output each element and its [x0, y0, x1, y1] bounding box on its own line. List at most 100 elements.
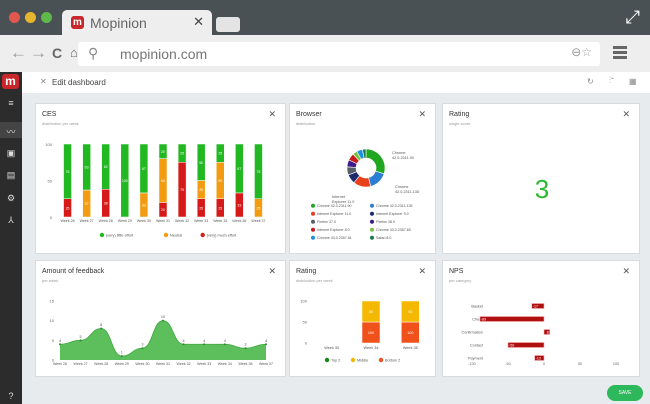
- data-label: 100: [122, 179, 128, 183]
- widget-title: Browser: [296, 111, 322, 118]
- data-label: 60: [161, 179, 165, 183]
- data-label: -50: [509, 343, 514, 347]
- widget-subtitle: per week: [42, 278, 59, 283]
- x-tick-label: Week 36: [403, 346, 418, 350]
- x-tick-label: Week 27: [80, 219, 94, 223]
- sidebar-item-charts[interactable]: 〰: [0, 122, 22, 138]
- close-widget-icon[interactable]: ✕: [418, 109, 426, 119]
- help-icon[interactable]: ?: [8, 391, 14, 401]
- minimize-window-button[interactable]: [25, 12, 36, 23]
- widget-subtitle: single score: [449, 121, 471, 126]
- legend-marker: [99, 232, 105, 238]
- sidebar-item-forms[interactable]: ▤: [6, 170, 16, 180]
- legend-marker: [311, 227, 315, 232]
- bar-segment: [216, 143, 225, 163]
- legend-marker: [378, 357, 384, 363]
- x-tick-label: Week 34: [218, 362, 232, 366]
- data-point: [120, 355, 123, 358]
- bar: [534, 355, 545, 361]
- reload-icon[interactable]: C: [52, 45, 63, 61]
- data-label: 4: [183, 339, 185, 343]
- close-window-button[interactable]: [9, 12, 20, 23]
- category-label: Contact: [470, 344, 484, 348]
- bar-segment: [196, 143, 206, 181]
- x-tick-label: Week 29: [115, 362, 129, 366]
- layout-icon[interactable]: ▦: [629, 77, 637, 86]
- close-widget-icon[interactable]: ✕: [418, 266, 426, 276]
- browser-toolbar: ← → C ⌂ ⚲ mopinion.com ⊖☆: [0, 35, 650, 72]
- bar: [507, 342, 545, 348]
- y-tick-label: 0: [50, 215, 53, 220]
- edit-dashboard-label: Edit dashboard: [52, 78, 106, 87]
- sidebar-item-settings[interactable]: ⚙: [6, 193, 16, 203]
- category-label: Basket: [471, 305, 484, 309]
- data-label: 5: [80, 335, 82, 339]
- close-tab-icon[interactable]: ✕: [193, 14, 204, 29]
- widget-title: Amount of feedback: [42, 268, 105, 275]
- widget-rating-dist: Rating distribution per week ✕ 0 50 100 Wee…: [289, 260, 436, 377]
- save-button[interactable]: SAVE: [607, 385, 643, 401]
- new-tab-button[interactable]: [216, 17, 240, 32]
- close-widget-icon[interactable]: ✕: [268, 109, 276, 119]
- data-label: 50: [218, 179, 222, 183]
- legend-marker: [370, 235, 374, 240]
- widget-feedback: Amount of feedback per week ✕ 0 5 10 15 4 Wee…: [35, 260, 286, 377]
- data-label: 50: [408, 310, 412, 314]
- address-bar[interactable]: ⚲ mopinion.com ⊖☆: [78, 42, 600, 66]
- home-icon[interactable]: ⌂: [70, 45, 78, 60]
- browser-menu-icon[interactable]: [613, 46, 627, 61]
- bar: [543, 329, 551, 335]
- sidebar-item-reports[interactable]: ▣: [6, 148, 16, 158]
- menu-icon[interactable]: ≡: [8, 98, 14, 108]
- data-label: 4: [224, 339, 226, 343]
- x-tick-label: Week 31: [156, 219, 170, 223]
- data-point: [100, 327, 103, 330]
- zoom-star-icons[interactable]: ⊖☆: [571, 45, 592, 59]
- x-tick-label: Week 29: [118, 219, 132, 223]
- close-widget-icon[interactable]: ✕: [622, 266, 630, 276]
- maximize-window-button[interactable]: [41, 12, 52, 23]
- bar-segment: [158, 143, 168, 159]
- close-widget-icon[interactable]: ✕: [268, 266, 276, 276]
- bar-segment: [139, 143, 149, 194]
- browser-tab-bar: m Mopinion ✕ ⤢: [0, 0, 650, 35]
- y-tick-label: 15: [50, 299, 55, 304]
- close-edit-icon[interactable]: ✕: [40, 77, 47, 86]
- x-tick-label: Week 28: [99, 219, 113, 223]
- data-point: [141, 347, 144, 350]
- legend-marker: [200, 232, 205, 238]
- data-label: 50: [199, 161, 203, 165]
- data-label: 25: [257, 206, 261, 210]
- data-label: 75: [66, 170, 70, 174]
- browser-tab[interactable]: m Mopinion ✕: [62, 10, 212, 35]
- data-label: 25: [199, 206, 203, 210]
- data-label: 4: [265, 339, 267, 343]
- legend-marker: [370, 203, 374, 208]
- refresh-icon[interactable]: ↻: [587, 77, 594, 86]
- widget-nps: NPS per category ✕ Basket -17 Check -89 Conf…: [442, 260, 640, 377]
- forward-icon[interactable]: →: [30, 43, 47, 62]
- widget-subtitle: distribution: [296, 121, 316, 126]
- mopinion-logo: m: [2, 74, 19, 89]
- sidebar: m ≡ 〰 ▣ ▤ ⚙ ⅄ ?: [0, 72, 22, 404]
- search-icon: ⚲: [88, 45, 99, 61]
- fullscreen-icon[interactable]: ⤢: [625, 7, 640, 27]
- data-point: [244, 347, 247, 350]
- pie-slice: [362, 148, 367, 159]
- data-label: 33: [142, 203, 146, 207]
- legend-label: Middle: [357, 359, 368, 363]
- url-text: mopinion.com: [120, 46, 208, 62]
- data-label: 37: [85, 202, 89, 206]
- back-icon[interactable]: ←: [10, 43, 27, 62]
- sidebar-item-integrations[interactable]: ⅄: [8, 215, 14, 225]
- legend-label: Chrome 43.0.2357.81: [317, 236, 352, 240]
- legend-label: Firefox 38.0: [376, 220, 395, 224]
- data-label: 3: [244, 343, 246, 347]
- widget-rating-score: Rating single score ✕ 3: [442, 103, 640, 254]
- data-label: 50: [369, 310, 373, 314]
- widget-title: Rating: [449, 111, 470, 118]
- close-widget-icon[interactable]: ✕: [622, 109, 630, 119]
- data-point: [182, 343, 185, 346]
- browser-chart: Chrome42.0.2311.90Chrome42.0.2311.135Int…: [311, 148, 419, 240]
- add-chart-icon[interactable]: ⫶⁺: [609, 76, 614, 85]
